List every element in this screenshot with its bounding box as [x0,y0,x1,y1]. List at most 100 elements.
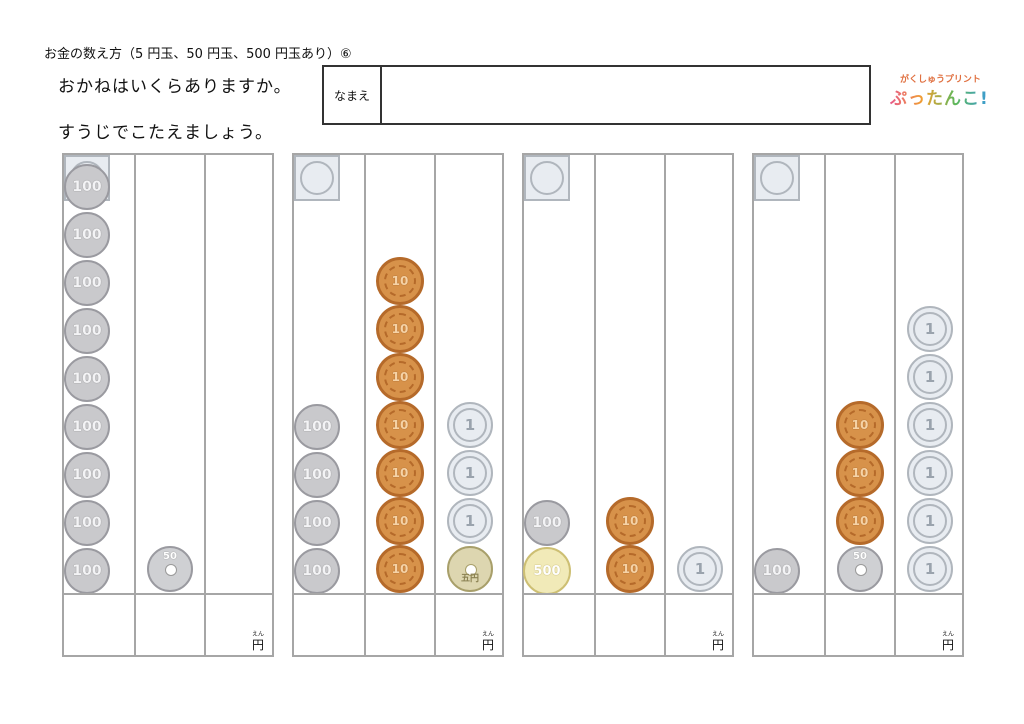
coin-column: 50 10 10 10 [824,155,894,655]
coin-face-value: 10 [391,418,409,432]
coin-face-value: 1 [924,320,936,338]
coin-face-value: 10 [391,466,409,480]
problem-2: 100 100 100 100 10 10 10 10 10 10 10 五円 1 1 1 えん円 [292,153,504,657]
coin-100-yen: 100 [294,500,340,546]
coin-1-yen: 1 [907,402,953,448]
coin-face-value: 100 [72,515,102,531]
coin-face-value: 10 [621,562,639,576]
coin-face-value: 500 [533,563,561,579]
coin-face-value: 100 [72,179,102,195]
coin-10-yen: 10 [376,257,424,305]
name-label: なまえ [324,67,382,123]
coin-face-value: 10 [391,370,409,384]
coin-1-yen: 1 [677,546,723,592]
answer-row-divider [524,593,732,595]
coin-10-yen: 10 [376,401,424,449]
coin-face-value: 100 [72,323,102,339]
coin-100-yen: 100 [64,212,110,258]
answer-unit-text: 円 [941,638,954,652]
problem-4: 100 50 10 10 10 1 1 1 1 1 1 えん円 [752,153,964,657]
coin-1-yen: 1 [447,402,493,448]
coin-face-value: 100 [302,563,332,579]
coin-10-yen: 10 [376,353,424,401]
coin-100-yen: 100 [64,452,110,498]
coin-100-yen: 100 [754,548,800,594]
coin-100-yen: 100 [64,356,110,402]
coin-10-yen: 10 [606,497,654,545]
coin-face-value: 10 [391,514,409,528]
coin-face-value: 100 [72,563,102,579]
coin-face-value: 1 [924,512,936,530]
coin-column [204,155,274,655]
problem-3: 500 100 10 10 1 えん円 [522,153,734,657]
coin-face-value: 100 [532,515,562,531]
answer-unit-reading: えん [941,631,954,638]
coin-100-yen: 100 [64,404,110,450]
instruction-line-1: おかねはいくらありますか。 [58,77,292,97]
answer-unit-reading: えん [251,631,264,638]
answer-row-divider [294,593,502,595]
name-box: なまえ [322,65,871,125]
coin-face-value: 100 [762,563,792,579]
worksheet-title: お金の数え方（5 円玉、50 円玉、500 円玉あり）⑥ [44,47,352,62]
answer-unit-reading: えん [711,631,724,638]
coin-face-value: 10 [391,562,409,576]
answer-unit-reading: えん [481,631,494,638]
coin-column: 100 100 100 100 [294,155,340,594]
coin-face-value: 1 [924,368,936,386]
coin-100-yen: 100 [64,308,110,354]
coin-100-yen: 100 [294,548,340,594]
coin-face-value: 1 [924,560,936,578]
coin-10-yen: 10 [376,545,424,593]
answer-unit-text: 円 [251,638,264,652]
coin-100-yen: 100 [64,260,110,306]
coin-face-value: 五円 [460,574,479,584]
coin-face-value: 10 [391,322,409,336]
coin-face-value: 1 [464,464,476,482]
name-field[interactable] [382,67,869,123]
coin-1-yen: 1 [907,306,953,352]
answer-field[interactable] [294,595,502,655]
coin-face-value: 1 [464,416,476,434]
coin-500-yen: 500 [523,547,571,595]
coin-1-yen: 1 [447,450,493,496]
answer-field[interactable] [754,595,962,655]
coin-face-value: 100 [72,371,102,387]
logo-small-text: がくしゅうプリント [900,75,981,85]
coin-face-value: 100 [72,467,102,483]
coin-face-value: 100 [72,275,102,291]
answer-field[interactable] [524,595,732,655]
answer-row-divider [754,593,962,595]
coin-face-value: 1 [924,464,936,482]
coin-face-value: 10 [851,466,869,480]
coin-10-yen: 10 [376,497,424,545]
coin-column: 100 [754,155,800,594]
coin-10-yen: 10 [606,545,654,593]
coin-1-yen: 1 [907,498,953,544]
coin-face-value: 100 [72,227,102,243]
coin-100-yen: 100 [64,500,110,546]
coin-1-yen: 1 [907,354,953,400]
coin-1-yen: 1 [447,498,493,544]
coin-10-yen: 10 [836,449,884,497]
coin-column: 1 1 1 1 1 1 [894,155,964,655]
coin-5-yen: 五円 [447,546,493,592]
coin-face-value: 10 [851,514,869,528]
coin-column: 五円 1 1 1 [434,155,504,655]
answer-unit: えん円 [711,631,724,652]
answer-unit: えん円 [481,631,494,652]
answer-unit-text: 円 [711,638,724,652]
answer-row-divider [64,593,272,595]
coin-column: 100 100 100 100 100 100 100 100 100 [64,155,110,594]
answer-field[interactable] [64,595,272,655]
coin-100-yen: 100 [524,500,570,546]
coin-column: 10 10 10 10 10 10 10 [364,155,434,655]
coin-100-yen: 100 [64,164,110,210]
coin-face-value: 1 [924,416,936,434]
coin-face-value: 1 [464,512,476,530]
coin-face-value: 10 [621,514,639,528]
coin-100-yen: 100 [294,452,340,498]
coin-1-yen: 1 [907,450,953,496]
coin-face-value: 10 [851,418,869,432]
coin-10-yen: 10 [376,305,424,353]
